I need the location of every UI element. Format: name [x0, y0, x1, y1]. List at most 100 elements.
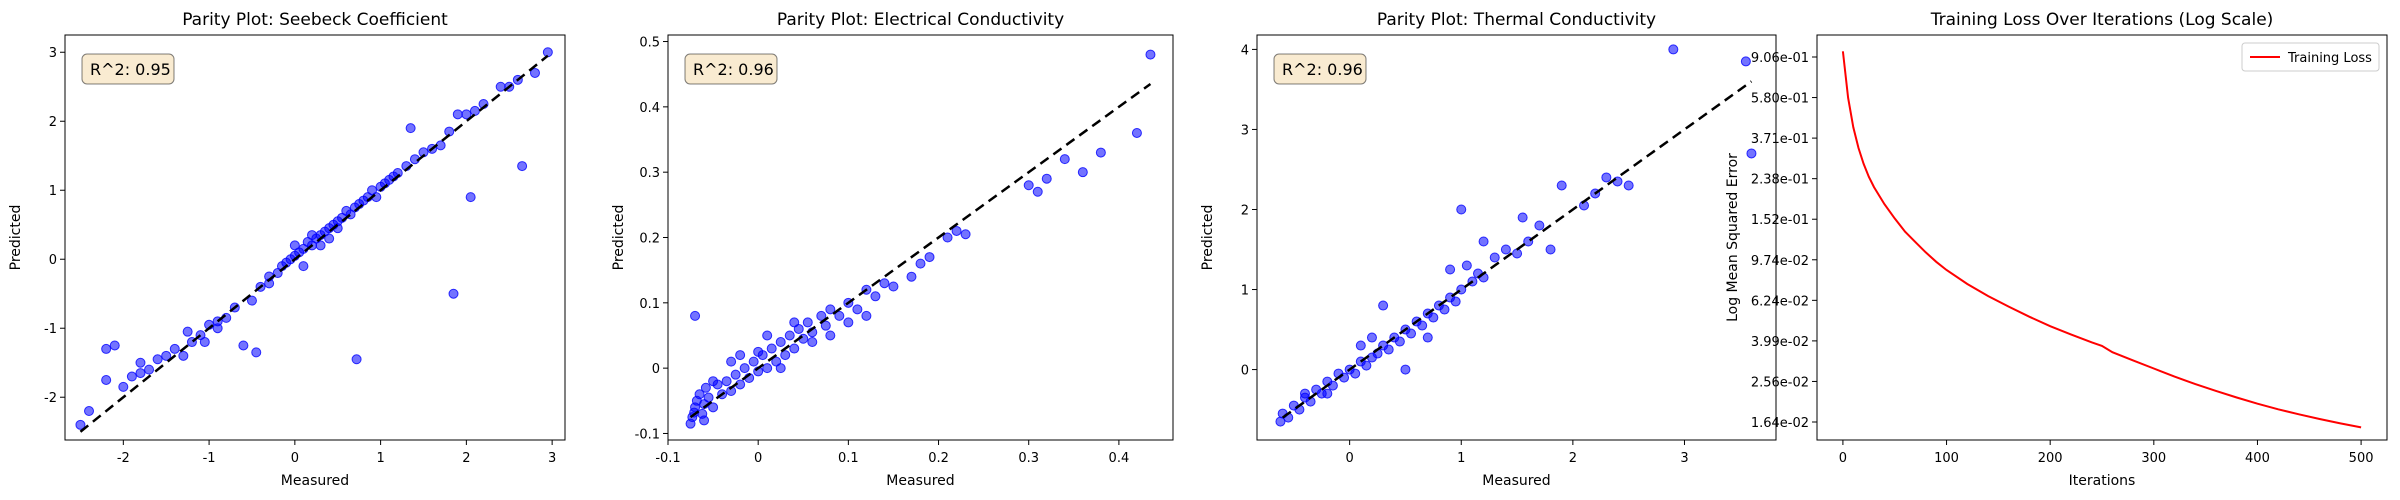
y-axis-label: Log Mean Squared Error	[1725, 153, 1741, 322]
y-tick-label: 9.74e-02	[1751, 254, 1809, 269]
data-point	[542, 47, 553, 58]
data-point	[775, 363, 786, 374]
data-point	[246, 295, 257, 306]
chart-panel-2: Parity Plot: Electrical Conductivity -0.1…	[611, 10, 1174, 489]
x-tick-label: 0	[1345, 451, 1353, 466]
data-point	[75, 419, 86, 430]
data-point	[529, 67, 540, 78]
data-point	[730, 369, 741, 380]
data-point	[960, 229, 971, 240]
y-tick-label: 3.71e-01	[1751, 132, 1809, 147]
data-point	[1023, 180, 1034, 191]
y-tick-label: 6.24e-02	[1751, 294, 1809, 309]
data-point	[1445, 264, 1456, 275]
data-point	[1456, 204, 1467, 215]
data-point	[1059, 154, 1070, 165]
data-point	[1422, 332, 1433, 343]
data-point	[775, 337, 786, 348]
x-tick-label: 500	[2349, 451, 2374, 466]
data-point	[1378, 300, 1389, 311]
data-point	[1623, 180, 1634, 191]
y-tick-label: 1.52e-01	[1751, 213, 1809, 228]
chart-title: Training Loss Over Iterations (Log Scale…	[1930, 10, 2274, 30]
x-axis-label: Measured	[886, 473, 954, 489]
data-point	[1668, 44, 1679, 55]
data-point	[289, 240, 300, 251]
data-point	[708, 376, 719, 387]
data-point	[1383, 344, 1394, 355]
y-tick-label: 1.64e-02	[1751, 416, 1809, 431]
data-point	[816, 310, 827, 321]
legend: Training Loss	[2241, 42, 2380, 72]
data-point	[1534, 220, 1545, 231]
data-point	[1400, 364, 1411, 375]
x-tick-label: -0.1	[655, 451, 680, 466]
data-point	[700, 382, 711, 393]
x-tick-label: 1	[376, 451, 384, 466]
y-tick-label: 2	[49, 115, 57, 130]
data-point	[1355, 340, 1366, 351]
data-point	[843, 317, 854, 328]
x-tick-label: 0.3	[1018, 451, 1039, 466]
data-point	[861, 310, 872, 321]
plot-area	[1256, 34, 1777, 441]
x-tick-label: -1	[203, 451, 216, 466]
data-point	[870, 291, 881, 302]
data-point	[84, 406, 95, 417]
data-point	[1406, 328, 1417, 339]
y-tick-label: 3	[1241, 123, 1249, 138]
r2-annotation: R^2: 0.96	[684, 53, 778, 85]
data-point	[1746, 148, 1757, 159]
y-tick-label: 0.4	[639, 101, 660, 116]
data-point	[708, 402, 719, 413]
y-tick-label: 1	[1241, 284, 1249, 299]
x-tick-label: 1	[1457, 451, 1465, 466]
data-point	[1299, 388, 1310, 399]
data-point	[762, 330, 773, 341]
data-point	[298, 261, 309, 272]
data-point	[942, 232, 953, 243]
data-point	[178, 350, 189, 361]
data-point	[1740, 56, 1751, 67]
y-tick-label: 0.3	[639, 166, 660, 181]
chart-title: Parity Plot: Seebeck Coefficient	[182, 10, 448, 30]
data-point	[1095, 147, 1106, 158]
data-point	[1417, 320, 1428, 331]
x-axis-label: Measured	[1482, 473, 1550, 489]
legend-box	[2241, 42, 2380, 72]
data-point	[703, 392, 714, 403]
parity-line	[79, 54, 549, 433]
data-point	[951, 225, 962, 236]
x-tick-label: 200	[2038, 451, 2063, 466]
data-point	[825, 304, 836, 315]
data-point	[1350, 368, 1361, 379]
data-point	[807, 337, 818, 348]
x-axis-label: Measured	[281, 473, 349, 489]
data-point	[118, 381, 129, 392]
data-point	[469, 105, 480, 116]
data-point	[721, 376, 732, 387]
data-point	[517, 161, 528, 172]
data-point	[144, 364, 155, 375]
r2-annotation: R^2: 0.96	[1273, 53, 1367, 85]
y-tick-label: 5.80e-01	[1751, 92, 1809, 107]
data-point	[238, 340, 249, 351]
x-tick-label: 0	[1839, 451, 1847, 466]
data-point	[1500, 244, 1511, 255]
x-tick-label: -2	[117, 451, 130, 466]
data-point	[879, 278, 890, 289]
data-point	[1041, 173, 1052, 184]
data-point	[452, 109, 463, 120]
r2-annotation: R^2: 0.95	[81, 53, 175, 85]
x-tick-label: 0.2	[928, 451, 949, 466]
y-axis-label: Predicted	[1200, 205, 1216, 271]
data-point	[852, 304, 863, 315]
data-point	[1478, 236, 1489, 247]
parity-line	[689, 82, 1152, 419]
data-point	[1556, 180, 1567, 191]
y-tick-label: 3	[49, 46, 57, 61]
y-tick-label: -1	[44, 322, 57, 337]
y-tick-label: 3.99e-02	[1751, 335, 1809, 350]
r2-annotation-box	[81, 53, 175, 85]
data-point	[748, 356, 759, 367]
